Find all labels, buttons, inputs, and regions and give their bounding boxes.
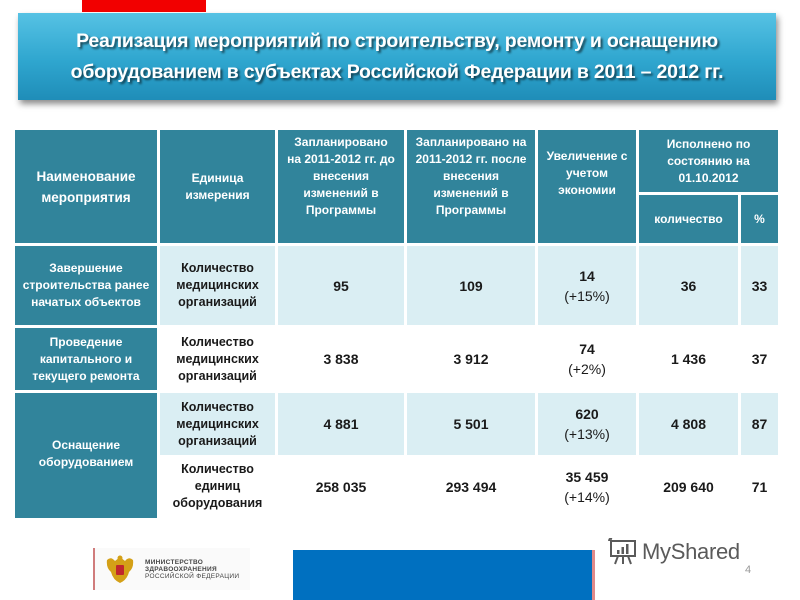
header-executed-qty-text: количество [654,211,723,226]
header-planned-after: Запланировано на 2011-2012 гг. после вне… [407,130,535,243]
row-2-executed-qty-value: 1 436 [670,351,707,367]
row-1-increase: 14 (+15%) [538,246,636,325]
row-1-executed-qty-value: 36 [680,277,697,294]
presentation-board-icon [608,538,636,565]
page-number: 4 [745,564,752,576]
row-3-planned-before-value: 4 881 [323,416,359,432]
row-2-planned-before-value: 3 838 [323,351,359,367]
row-4-increase-value: 35 459 [565,468,609,485]
row-3-executed-pct-value: 87 [751,416,768,432]
row-4-executed-pct-value: 71 [751,478,768,495]
header-name: Наименование мероприятия [15,130,157,243]
row-3-unit: Количество медицинских организаций [160,393,275,455]
row-1-name-text: Завершение строительства ранее начатых о… [22,261,150,309]
header-unit-text: Единица измерения [185,170,250,202]
row-3-planned-after-value: 5 501 [453,416,489,432]
row-4-executed-qty-value: 209 640 [663,478,714,495]
row-2-executed-pct: 37 [741,328,778,390]
header-executed-text: Исполнено по состоянию на 01.10.2012 [666,136,751,185]
row-3-increase-value: 620 [575,406,599,422]
row-2-unit-text: Количество медицинских организаций [176,334,259,383]
header-planned-after-text: Запланировано на 2011-2012 гг. после вне… [415,135,527,217]
row-4-planned-before: 258 035 [278,455,404,518]
title-line-1: Реализация мероприятий по строительству,… [76,29,718,52]
header-planned-before: Запланировано на 2011-2012 гг. до внесен… [278,130,404,243]
row-2-planned-before: 3 838 [278,328,404,390]
header-executed-qty: количество [639,195,738,243]
row-2-planned-after-value: 3 912 [453,351,489,367]
row-4-increase: 35 459 (+14%) [538,455,636,518]
row-4-executed-pct: 71 [741,455,778,518]
header-planned-before-text: Запланировано на 2011-2012 гг. до внесен… [287,135,395,217]
row-1-executed-pct-value: 33 [751,277,768,294]
header-executed: Исполнено по состоянию на 01.10.2012 [639,130,778,192]
row-2-unit: Количество медицинских организаций [160,328,275,390]
row-1-planned-before: 95 [278,246,404,325]
header-name-text: Наименование мероприятия [36,168,136,205]
row-3-planned-before: 4 881 [278,393,404,455]
row-2-increase-value: 74 [579,341,595,357]
row-1-executed-qty: 36 [639,246,738,325]
row-4-unit-text: Количество единиц оборудования [172,462,263,510]
row-3-executed-qty: 4 808 [639,393,738,455]
row-4-unit: Количество единиц оборудования [160,455,275,518]
row-2-executed-pct-value: 37 [751,351,768,367]
coat-of-arms-icon [103,552,137,586]
slide-title: Реализация мероприятий по строительству,… [18,13,776,100]
header-unit: Единица измерения [160,130,275,243]
data-table: Наименование мероприятия Единица измерен… [15,130,778,518]
myshared-watermark: MyShared [608,538,740,566]
ministry-line-2: ЗДРАВООХРАНЕНИЯ [145,565,217,573]
row-3-increase-pct: (+13%) [564,426,610,442]
ministry-line-1: МИНИСТЕРСТВО [145,558,204,566]
row-1-executed-pct: 33 [741,246,778,325]
red-accent-tab [82,0,206,12]
row-3-unit-text: Количество медицинских организаций [176,399,259,448]
row-4-planned-after-value: 293 494 [445,478,497,495]
row-1-increase-value: 14 [579,267,595,284]
row-2-increase: 74 (+2%) [538,328,636,390]
row-1-unit-text: Количество медицинских организаций [176,261,259,309]
row-1-planned-after: 109 [407,246,535,325]
row-2-name: Проведение капитального и текущего ремон… [15,328,157,390]
row-4-planned-after: 293 494 [407,455,535,518]
title-line-2: оборудованием в субъектах Российской Фед… [70,60,724,83]
row-1-planned-before-value: 95 [333,277,349,294]
row-2-name-text: Проведение капитального и текущего ремон… [32,334,140,383]
ministry-logo: МИНИСТЕРСТВО ЗДРАВООХРАНЕНИЯ РОССИЙСКОЙ … [93,548,250,590]
row-1-name: Завершение строительства ранее начатых о… [15,246,157,325]
row-2-increase-pct: (+2%) [568,361,606,377]
row-4-planned-before-value: 258 035 [315,478,367,495]
row-2-planned-after: 3 912 [407,328,535,390]
ministry-line-3: РОССИЙСКОЙ ФЕДЕРАЦИИ [145,572,240,580]
row-1-unit: Количество медицинских организаций [160,246,275,325]
row-3-name: Оснащение оборудованием [15,393,157,518]
row-4-executed-qty: 209 640 [639,455,738,518]
row-4-increase-pct: (+14%) [564,488,610,505]
header-executed-pct-text: % [754,211,765,226]
header-increase-text: Увеличение с учетом экономии [546,149,628,197]
row-3-executed-pct: 87 [741,393,778,455]
header-executed-pct: % [741,195,778,243]
row-1-planned-after-value: 109 [459,277,483,294]
row-3-executed-qty-value: 4 808 [670,416,707,432]
row-2-executed-qty: 1 436 [639,328,738,390]
row-3-name-text: Оснащение оборудованием [38,438,134,469]
header-increase: Увеличение с учетом экономии [538,130,636,243]
row-3-planned-after: 5 501 [407,393,535,455]
myshared-text: MyShared [642,539,740,564]
row-3-increase: 620 (+13%) [538,393,636,455]
row-1-increase-pct: (+15%) [564,287,610,304]
footer-blue-bar [293,550,595,600]
